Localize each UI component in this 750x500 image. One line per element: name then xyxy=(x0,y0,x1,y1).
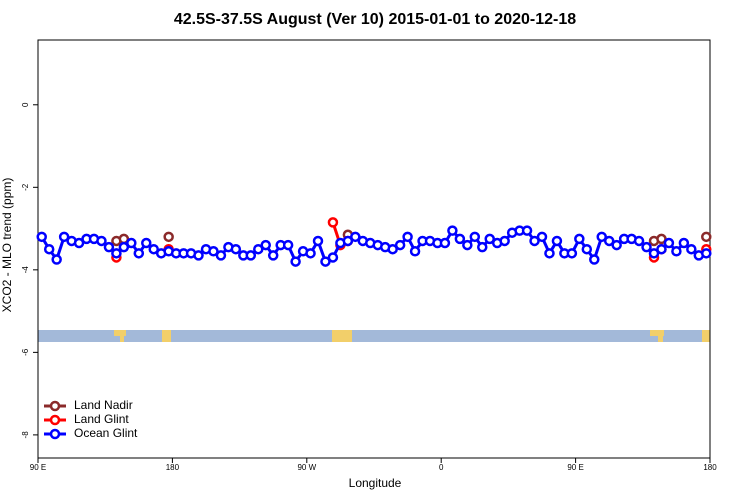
data-point xyxy=(536,231,548,243)
x-tick-label: 180 xyxy=(166,463,180,472)
data-point xyxy=(43,243,55,255)
data-point xyxy=(633,235,645,247)
data-point xyxy=(51,254,62,265)
data-point xyxy=(454,233,466,245)
data-point xyxy=(320,256,331,267)
data-point xyxy=(312,235,324,247)
data-point xyxy=(566,248,578,259)
data-point xyxy=(611,239,622,251)
land-patch xyxy=(658,336,663,342)
data-point xyxy=(499,235,510,247)
land-patch xyxy=(650,330,664,336)
data-point xyxy=(477,241,488,253)
data-point xyxy=(267,250,279,261)
data-point xyxy=(447,225,458,236)
data-point xyxy=(663,237,675,249)
data-point xyxy=(245,250,257,261)
data-point xyxy=(678,237,690,249)
data-point xyxy=(260,239,271,251)
y-tick-label: 0 xyxy=(21,102,30,107)
data-point xyxy=(521,225,533,236)
data-point xyxy=(208,246,219,257)
data-point xyxy=(103,241,115,253)
data-point xyxy=(656,243,667,255)
data-point xyxy=(230,243,242,255)
data-point xyxy=(342,235,354,247)
data-point xyxy=(701,231,712,243)
data-point xyxy=(581,243,593,255)
data-point xyxy=(118,241,130,253)
data-point xyxy=(253,243,264,255)
data-point xyxy=(641,241,652,253)
data-point xyxy=(701,248,712,259)
data-point xyxy=(36,231,47,243)
data-point xyxy=(596,231,607,243)
data-point xyxy=(462,239,473,251)
y-axis-label: XCO2 - MLO trend (ppm) xyxy=(0,178,14,313)
legend-marker xyxy=(49,400,61,412)
data-point xyxy=(656,233,667,245)
data-point xyxy=(290,256,301,267)
data-point xyxy=(163,231,174,243)
data-point xyxy=(327,252,339,263)
data-point xyxy=(282,239,294,251)
x-tick-label: 90 E xyxy=(567,463,583,472)
series xyxy=(36,225,712,267)
x-tick-label: 180 xyxy=(703,463,717,472)
data-point xyxy=(148,243,159,255)
legend-label: Land Nadir xyxy=(74,398,133,412)
x-axis-label: Longitude xyxy=(349,476,402,490)
x-tick-label: 90 W xyxy=(297,463,316,472)
data-point xyxy=(484,233,495,245)
data-point xyxy=(193,250,204,261)
land-patch xyxy=(120,336,124,342)
data-point xyxy=(305,248,316,259)
legend-label: Ocean Glint xyxy=(74,426,138,440)
data-point xyxy=(327,217,339,228)
ocean-band xyxy=(38,330,710,342)
legend-label: Land Glint xyxy=(74,412,129,426)
data-point xyxy=(686,243,697,255)
data-point xyxy=(574,233,585,245)
y-tick-label: -6 xyxy=(21,348,30,356)
data-point xyxy=(141,237,152,249)
data-point xyxy=(387,243,398,255)
chart-title: 42.5S-37.5S August (Ver 10) 2015-01-01 t… xyxy=(174,11,576,28)
data-point xyxy=(394,239,406,251)
data-point xyxy=(133,248,145,259)
x-tick-label: 90 E xyxy=(30,463,46,472)
y-tick-label: -4 xyxy=(21,266,30,274)
land-patch xyxy=(114,330,126,336)
data-point xyxy=(529,235,540,247)
data-point xyxy=(58,231,70,243)
data-point xyxy=(589,254,600,265)
data-point xyxy=(409,246,421,257)
surface-band xyxy=(38,330,710,342)
data-point xyxy=(671,246,682,257)
data-point xyxy=(551,235,563,247)
y-tick-label: -2 xyxy=(21,183,30,191)
legend-marker xyxy=(49,414,61,426)
y-tick-label: -8 xyxy=(21,431,30,439)
land-patch xyxy=(332,330,352,342)
data-point xyxy=(469,231,481,243)
data-point xyxy=(215,250,227,261)
legend-marker xyxy=(49,428,61,440)
data-point xyxy=(603,235,615,247)
data-point xyxy=(73,237,85,249)
land-patch xyxy=(702,330,710,342)
data-point xyxy=(96,235,107,247)
data-point xyxy=(544,248,555,259)
data-point xyxy=(648,248,660,259)
data-point xyxy=(350,231,361,243)
land-patch xyxy=(162,330,171,342)
data-point xyxy=(439,237,451,249)
x-tick-label: 0 xyxy=(439,463,444,472)
data-point xyxy=(126,237,137,249)
data-point xyxy=(111,248,122,259)
data-point xyxy=(402,231,413,243)
